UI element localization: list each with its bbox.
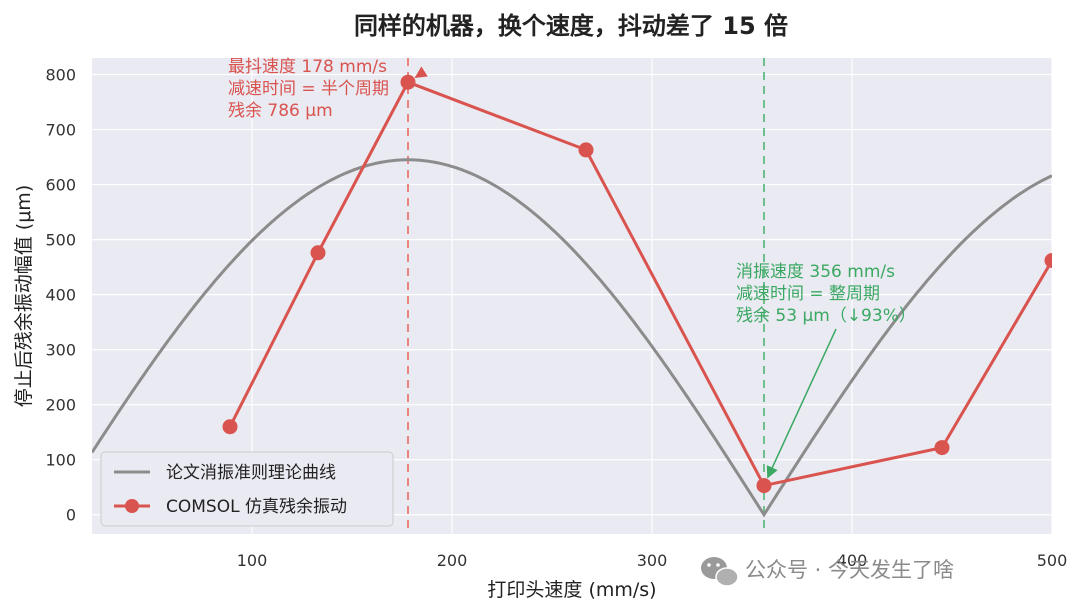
simulation-point	[400, 74, 416, 90]
theory-curve-line	[92, 158, 1052, 518]
y-tick-label: 100	[45, 451, 76, 470]
annotation-line: 减速时间 = 半个周期	[228, 79, 389, 99]
watermark: 公众号 · 今天发生了啥	[701, 557, 954, 587]
legend-simulation-label: COMSOL 仿真残余振动	[166, 497, 347, 517]
y-tick-label: 600	[45, 176, 76, 195]
plot-content	[92, 74, 1052, 518]
x-tick-label: 100	[237, 551, 268, 570]
y-tick-label: 800	[45, 66, 76, 85]
x-tick-label: 300	[637, 551, 668, 570]
annotation-line: 最抖速度 178 mm/s	[228, 57, 387, 77]
annotation-arrow	[414, 66, 428, 78]
y-axis-label: 停止后残余振动幅值 (μm)	[13, 185, 35, 407]
y-tick-labels: 0 100 200 300 400 500 600 700 800	[45, 66, 76, 525]
simulation-point	[934, 440, 950, 456]
simulation-point	[1044, 253, 1052, 269]
simulation-point	[756, 478, 772, 494]
x-tick-label: 400	[837, 551, 868, 570]
legend: 论文消振准则理论曲线 COMSOL 仿真残余振动	[100, 451, 394, 527]
legend-theory-label: 论文消振准则理论曲线	[166, 463, 336, 483]
annotation-arrow	[766, 328, 837, 479]
simulation-point	[578, 142, 594, 158]
y-tick-label: 200	[45, 396, 76, 415]
simulation-point	[310, 245, 326, 261]
chart-title: 同样的机器，换个速度，抖动差了 15 倍	[354, 12, 788, 40]
x-tick-label: 200	[437, 551, 468, 570]
x-tick-labels: 100 200 300 400 500	[237, 551, 1068, 570]
annotation-line: 消振速度 356 mm/s	[736, 262, 895, 282]
legend-simulation-marker	[125, 499, 139, 513]
legend-box	[100, 451, 394, 527]
wechat-icon	[701, 557, 739, 587]
annotation-line: 残余 53 μm（↓93%）	[736, 306, 916, 326]
x-tick-label: 500	[1037, 551, 1068, 570]
simulation-points	[222, 74, 1052, 494]
y-tick-label: 500	[45, 231, 76, 250]
watermark-text: 公众号 · 今天发生了啥	[745, 558, 954, 582]
reference-lines	[407, 58, 765, 534]
y-tick-label: 300	[45, 341, 76, 360]
y-tick-label: 700	[45, 121, 76, 140]
y-tick-label: 0	[66, 506, 76, 525]
annotation-line: 残余 786 μm	[228, 101, 333, 121]
y-tick-label: 400	[45, 286, 76, 305]
x-axis-label: 打印头速度 (mm/s)	[487, 579, 656, 601]
simulation-point	[222, 419, 238, 435]
annotation-line: 减速时间 = 整周期	[736, 284, 880, 304]
